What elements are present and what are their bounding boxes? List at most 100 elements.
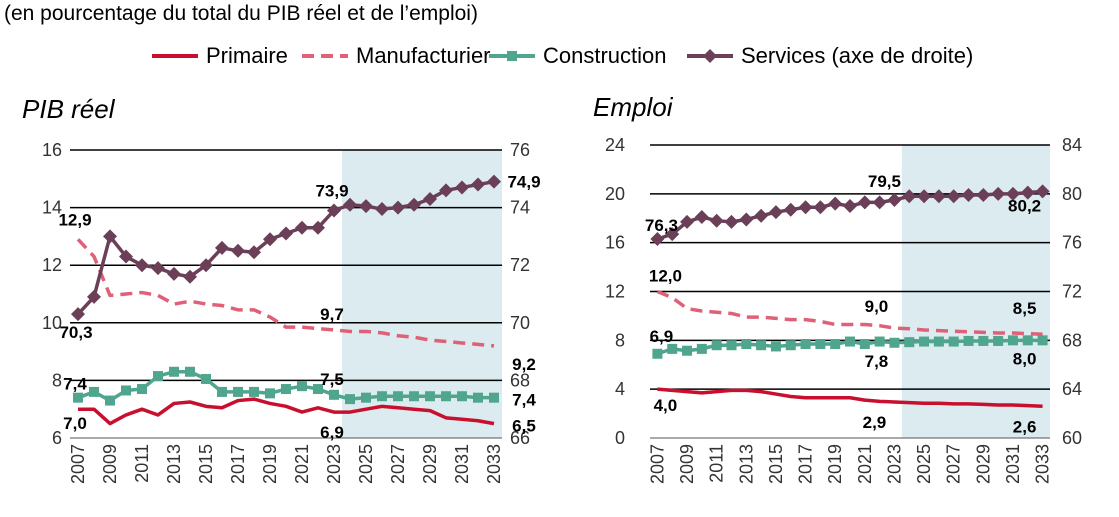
y-tick-label-left: 0 (615, 428, 625, 448)
x-tick-label: 2033 (1033, 444, 1053, 484)
data-label-services: 73,9 (315, 181, 348, 200)
data-point-services (487, 174, 501, 189)
data-point-construction (889, 337, 900, 348)
data-point-construction (345, 394, 355, 405)
data-point-construction (741, 338, 752, 349)
data-point-construction (409, 391, 419, 402)
data-point-construction (726, 340, 737, 351)
y-tick-label-left: 16 (42, 140, 62, 160)
data-point-services (439, 183, 453, 198)
data-label-primaire: 7,0 (63, 414, 87, 433)
data-label-construction: 7,4 (512, 391, 536, 410)
data-point-services (872, 195, 887, 210)
panel-title-emploi: Emploi (593, 92, 673, 122)
data-point-services (991, 186, 1006, 201)
y-tick-label-left: 6 (52, 428, 62, 448)
x-tick-label: 2015 (766, 444, 786, 484)
data-point-construction (667, 343, 678, 354)
panel-title-pib: PIB réel (22, 94, 115, 124)
legend-swatch-manufacturier (302, 54, 348, 58)
data-label-services: 79,5 (868, 172, 901, 191)
data-point-services (931, 189, 946, 204)
x-tick-label: 2009 (100, 444, 120, 484)
legend-label-services: Services (axe de droite) (741, 43, 974, 68)
data-point-construction (993, 335, 1004, 346)
legend-label-primaire: Primaire (206, 43, 288, 68)
x-tick-label: 2013 (164, 444, 184, 484)
data-label-manufacturier: 12,0 (649, 267, 682, 286)
legend-label-construction: Construction (543, 43, 667, 68)
y-tick-label-left: 12 (605, 282, 625, 302)
data-point-construction (265, 388, 275, 399)
y-tick-label-right: 68 (1062, 330, 1082, 350)
x-tick-label: 2011 (707, 444, 727, 483)
x-tick-label: 2029 (420, 444, 440, 484)
series-line-primaire (657, 387, 1043, 409)
data-point-construction (89, 386, 99, 397)
data-point-services (857, 195, 872, 210)
data-label-services: 80,2 (1008, 196, 1041, 215)
y-tick-label-right: 68 (510, 370, 530, 390)
data-point-construction (1022, 335, 1033, 346)
data-point-services (135, 258, 149, 273)
data-point-services (359, 199, 373, 214)
y-tick-label-right: 72 (510, 255, 530, 275)
data-label-construction: 7,8 (865, 352, 889, 371)
data-point-services (798, 200, 813, 215)
x-tick-label: 2011 (132, 444, 152, 483)
data-point-services (263, 232, 277, 247)
x-tick-label: 2033 (484, 444, 504, 484)
data-point-services (167, 266, 181, 281)
y-tick-label-right: 84 (1062, 135, 1082, 155)
data-point-services (151, 261, 165, 276)
y-tick-label-right: 64 (1062, 379, 1082, 399)
data-point-services (119, 249, 133, 264)
data-point-construction (859, 338, 870, 349)
legend: Primaire Manufacturier Construction Serv… (0, 38, 1119, 74)
x-tick-label: 2013 (736, 444, 756, 484)
data-point-services (103, 229, 117, 244)
y-tick-label-right: 72 (1062, 282, 1082, 302)
data-label-primaire: 6,9 (320, 423, 344, 442)
y-tick-label-left: 12 (42, 255, 62, 275)
data-point-construction (377, 391, 387, 402)
data-point-services (917, 189, 932, 204)
x-tick-label: 2027 (388, 444, 408, 484)
data-point-construction (919, 336, 930, 347)
data-point-services (768, 205, 783, 220)
y-tick-label-left: 20 (605, 184, 625, 204)
data-point-services (739, 212, 754, 227)
data-label-manufacturier: 9,2 (512, 355, 536, 374)
legend-item-services: Services (axe de droite) (685, 38, 973, 74)
data-point-services (199, 258, 213, 273)
data-point-construction (393, 391, 403, 402)
y-tick-label-left: 14 (42, 198, 62, 218)
data-point-services (423, 191, 437, 206)
data-point-construction (473, 392, 483, 403)
data-label-manufacturier: 12,9 (58, 210, 91, 229)
data-point-services (215, 240, 229, 255)
data-point-services (828, 196, 843, 211)
legend-item-construction: Construction (487, 38, 667, 74)
x-tick-label: 2029 (973, 444, 993, 484)
x-tick-label: 2021 (292, 444, 312, 484)
data-point-services (1035, 184, 1050, 199)
x-tick-label: 2009 (677, 444, 697, 484)
data-point-services (87, 289, 101, 304)
data-label-construction: 7,4 (63, 375, 87, 394)
x-tick-label: 2019 (825, 444, 845, 484)
data-point-construction (845, 336, 855, 347)
data-point-services (1005, 186, 1020, 201)
data-point-construction (874, 336, 885, 347)
data-point-construction (489, 392, 499, 403)
data-point-construction (948, 336, 959, 347)
y-tick-label-right: 70 (510, 313, 530, 333)
data-point-construction (249, 386, 259, 397)
data-label-primaire: 2,9 (863, 413, 887, 432)
y-tick-label-right: 76 (510, 140, 530, 160)
data-point-services (247, 245, 261, 260)
data-point-services (311, 220, 325, 235)
y-tick-label-left: 8 (52, 370, 62, 390)
data-label-manufacturier: 8,5 (1013, 299, 1037, 318)
x-tick-label: 2015 (196, 444, 216, 484)
